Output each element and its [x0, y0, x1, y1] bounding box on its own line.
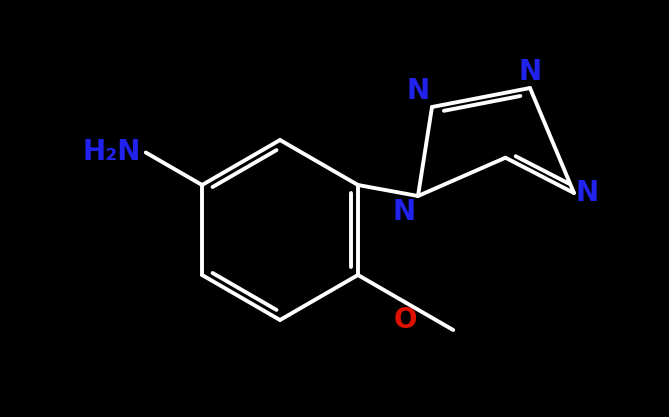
Text: N: N	[576, 179, 599, 207]
Text: N: N	[518, 58, 542, 86]
Text: N: N	[393, 198, 416, 226]
Text: N: N	[407, 77, 430, 105]
Text: H₂N: H₂N	[82, 138, 140, 166]
Text: O: O	[394, 306, 417, 334]
